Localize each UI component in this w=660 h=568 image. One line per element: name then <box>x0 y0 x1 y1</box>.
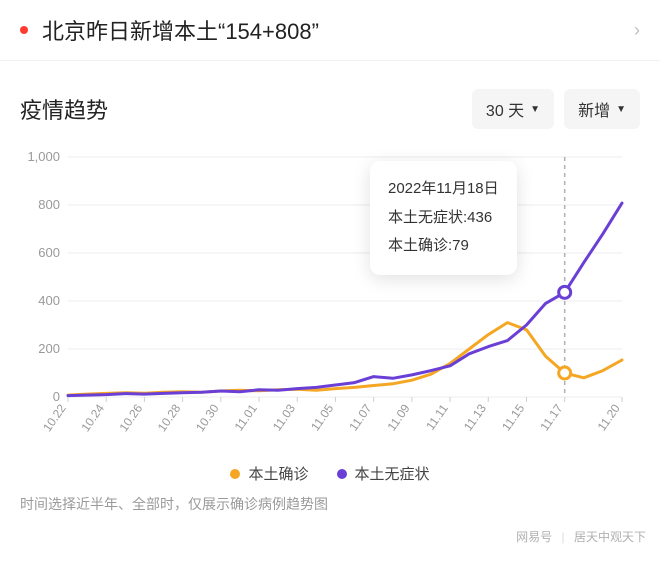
svg-text:11.20: 11.20 <box>595 401 623 433</box>
svg-text:11.15: 11.15 <box>499 401 527 433</box>
svg-text:11.17: 11.17 <box>537 401 565 433</box>
svg-text:11.01: 11.01 <box>232 401 260 433</box>
mode-dropdown-label: 新增 <box>578 97 610 121</box>
svg-text:400: 400 <box>38 293 60 308</box>
bullet-dot-icon <box>20 26 28 34</box>
separator-icon: | <box>562 530 565 544</box>
chart-footnote: 时间选择近半年、全部时，仅展示确诊病例趋势图 <box>0 488 660 524</box>
legend-dot-icon <box>230 469 240 479</box>
svg-text:11.05: 11.05 <box>308 401 336 433</box>
headline-banner[interactable]: 北京昨日新增本土“154+808” › <box>0 0 660 61</box>
tooltip-line-2: 本土确诊:79 <box>388 232 499 261</box>
svg-text:10.26: 10.26 <box>117 401 146 434</box>
trend-chart[interactable]: 02004006008001,00010.2210.2410.2610.2810… <box>20 147 640 457</box>
period-dropdown[interactable]: 30 天 ▼ <box>472 89 554 129</box>
chart-tooltip: 2022年11月18日 本土无症状:436 本土确诊:79 <box>370 161 517 275</box>
svg-text:10.22: 10.22 <box>40 401 69 434</box>
svg-text:11.09: 11.09 <box>384 401 412 433</box>
tooltip-date: 2022年11月18日 <box>388 175 499 204</box>
svg-text:10.24: 10.24 <box>78 401 107 434</box>
svg-text:11.03: 11.03 <box>270 401 298 433</box>
svg-text:10.30: 10.30 <box>193 401 222 434</box>
source-author: 居天中观天下 <box>574 530 646 544</box>
legend-dot-icon <box>337 469 347 479</box>
source-site: 网易号 <box>516 530 552 544</box>
chart-container: 02004006008001,00010.2210.2410.2610.2810… <box>0 137 660 457</box>
period-dropdown-label: 30 天 <box>486 97 524 121</box>
svg-text:800: 800 <box>38 197 60 212</box>
svg-text:11.11: 11.11 <box>423 401 451 432</box>
caret-down-icon: ▼ <box>530 104 540 115</box>
legend-item-confirmed[interactable]: 本土确诊 <box>230 463 308 484</box>
chevron-right-icon: › <box>634 20 640 41</box>
source-attribution: 网易号 | 居天中观天下 <box>0 524 660 555</box>
legend-label: 本土无症状 <box>355 463 430 484</box>
svg-text:11.07: 11.07 <box>346 401 374 433</box>
svg-text:11.13: 11.13 <box>461 401 489 433</box>
legend-item-asymptomatic[interactable]: 本土无症状 <box>337 463 430 484</box>
svg-text:1,000: 1,000 <box>27 149 60 164</box>
svg-text:200: 200 <box>38 341 60 356</box>
headline-text: 北京昨日新增本土“154+808” <box>42 14 634 46</box>
section-header: 疫情趋势 30 天 ▼ 新增 ▼ <box>0 61 660 137</box>
mode-dropdown[interactable]: 新增 ▼ <box>564 89 640 129</box>
legend-label: 本土确诊 <box>248 463 308 484</box>
section-title: 疫情趋势 <box>20 93 462 125</box>
tooltip-line-1: 本土无症状:436 <box>388 204 499 233</box>
svg-text:600: 600 <box>38 245 60 260</box>
chart-legend: 本土确诊 本土无症状 <box>0 457 660 488</box>
caret-down-icon: ▼ <box>616 104 626 115</box>
svg-text:10.28: 10.28 <box>155 401 184 434</box>
